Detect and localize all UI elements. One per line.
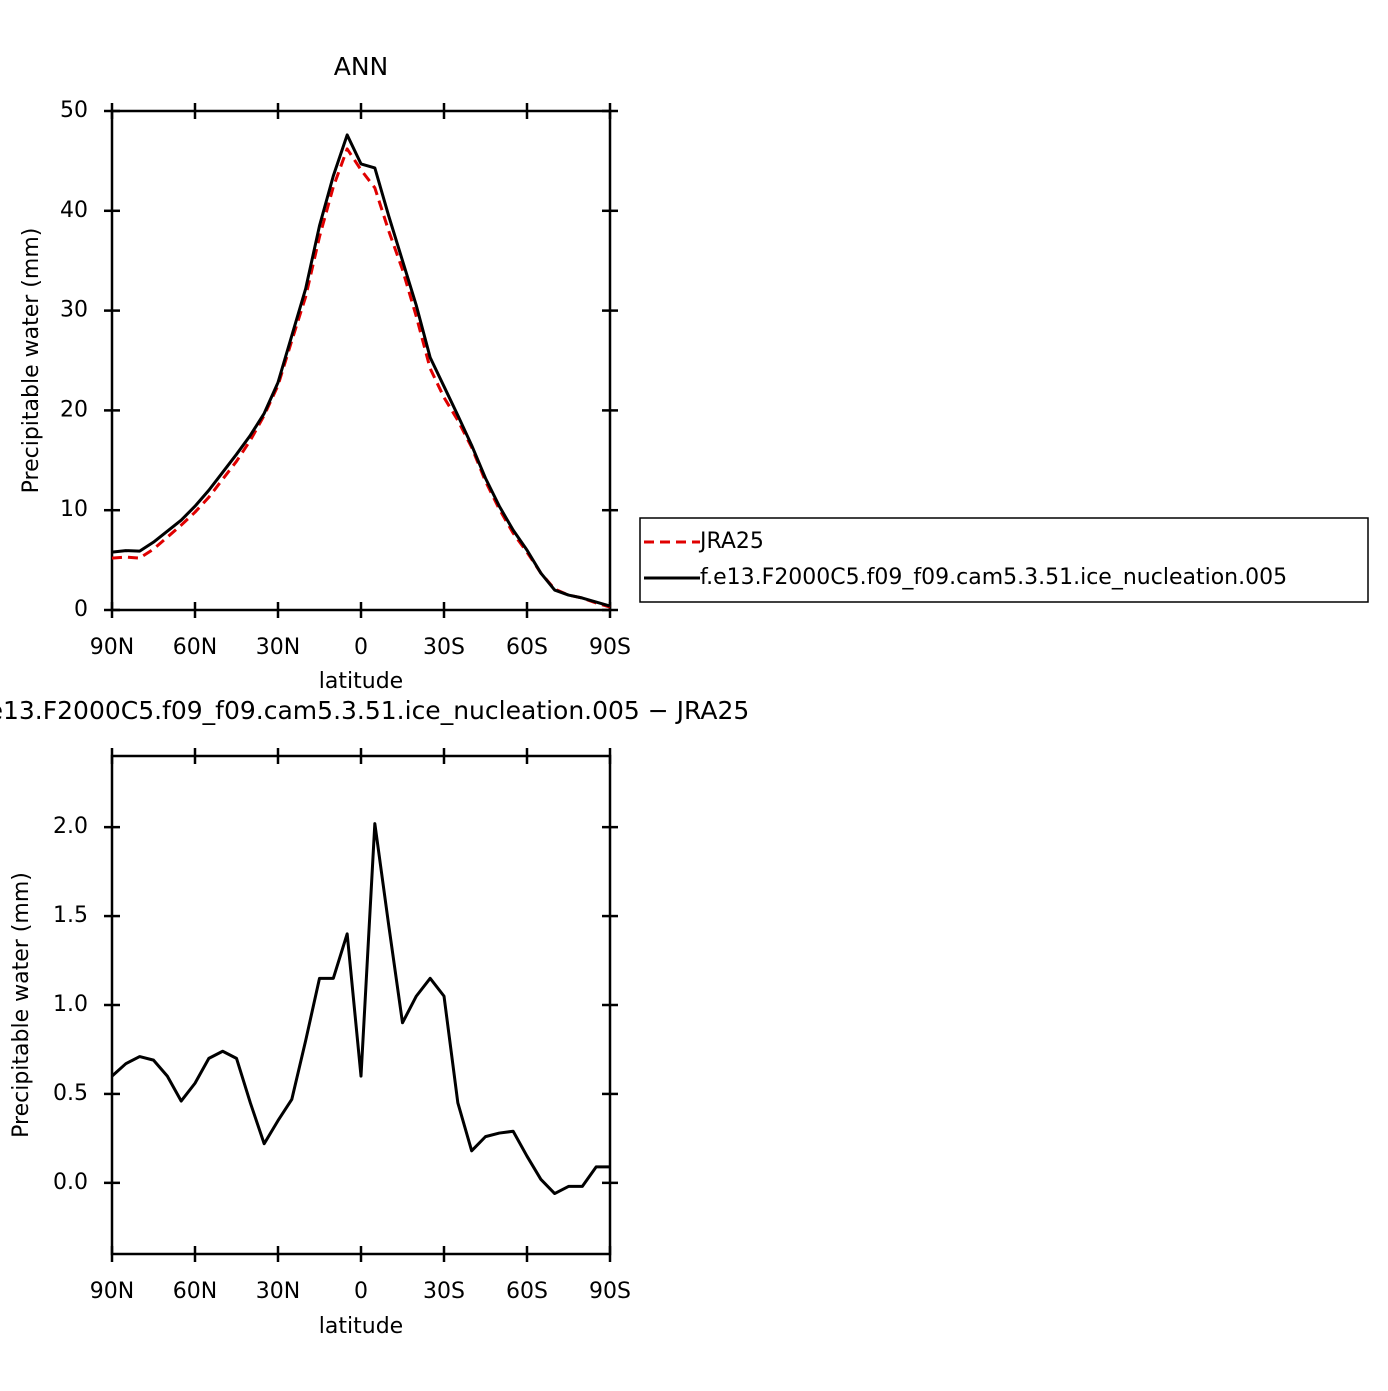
y-tick-label: 30 <box>60 298 88 323</box>
x-tick-label: 60N <box>173 1279 217 1304</box>
legend-label: JRA25 <box>698 529 764 554</box>
x-tick-label: 90N <box>90 635 134 660</box>
chart-title: f.e13.F2000C5.f09_f09.cam5.3.51.ice_nucl… <box>0 696 749 725</box>
y-tick-label: 20 <box>60 397 88 422</box>
plot-frame <box>110 109 612 612</box>
y-tick-label: 0.0 <box>53 1170 88 1195</box>
series-line <box>111 147 611 609</box>
x-tick-label: 60S <box>506 1279 548 1304</box>
y-axis-label: Precipitable water (mm) <box>19 228 44 494</box>
series-line <box>111 133 611 608</box>
chart-title: ANN <box>334 52 389 81</box>
y-tick-label: 1.0 <box>53 992 88 1017</box>
x-tick-label: 0 <box>354 1279 368 1304</box>
x-axis-label: latitude <box>319 1314 403 1339</box>
y-tick-label: 2.0 <box>53 814 88 839</box>
x-tick-label: 60N <box>173 635 217 660</box>
y-tick-label: 0 <box>74 597 88 622</box>
x-tick-label: 90S <box>589 635 631 660</box>
y-tick-label: 50 <box>60 98 88 123</box>
y-tick-label: 10 <box>60 497 88 522</box>
plot-frame <box>110 754 612 1256</box>
y-tick-label: 1.5 <box>53 903 88 928</box>
x-tick-label: 30S <box>423 635 465 660</box>
x-axis-label: latitude <box>319 669 403 694</box>
x-tick-label: 30S <box>423 1279 465 1304</box>
x-tick-label: 90S <box>589 1279 631 1304</box>
y-tick-label: 40 <box>60 198 88 223</box>
y-axis-label: Precipitable water (mm) <box>9 872 34 1138</box>
x-tick-label: 30N <box>256 635 300 660</box>
x-tick-label: 30N <box>256 1279 300 1304</box>
x-tick-label: 0 <box>354 635 368 660</box>
legend-box <box>639 517 1369 603</box>
x-tick-label: 90N <box>90 1279 134 1304</box>
y-tick-label: 0.5 <box>53 1081 88 1106</box>
series-line <box>110 822 610 1196</box>
legend-label: f.e13.F2000C5.f09_f09.cam5.3.51.ice_nucl… <box>700 565 1287 590</box>
x-tick-label: 60S <box>506 635 548 660</box>
